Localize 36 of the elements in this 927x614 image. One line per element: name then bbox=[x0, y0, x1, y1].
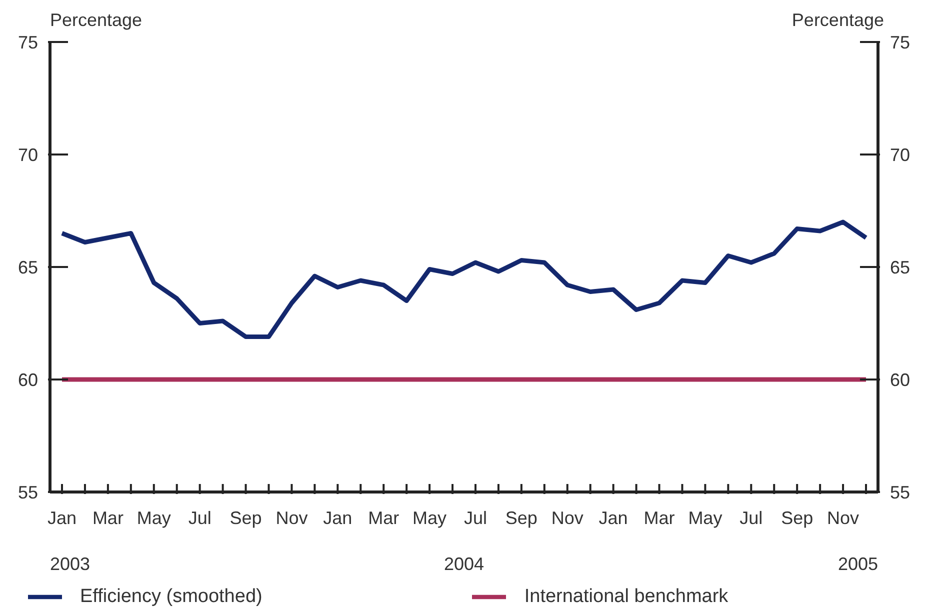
y2-axis-title: Percentage bbox=[792, 10, 884, 31]
x-tick-label: Jul bbox=[188, 508, 212, 528]
x-tick-label: May bbox=[136, 508, 171, 528]
y2-tick-label: 70 bbox=[890, 144, 910, 165]
x-tick-label: Sep bbox=[230, 508, 262, 528]
x-tick-label: Jul bbox=[464, 508, 487, 528]
y-axis-title: Percentage bbox=[50, 10, 142, 31]
y2-tick-label: 75 bbox=[890, 32, 910, 52]
y-tick-label: 55 bbox=[18, 482, 38, 502]
x-tick-label: Nov bbox=[276, 508, 308, 528]
x-tick-label: May bbox=[688, 508, 722, 528]
x-tick-label: Nov bbox=[551, 508, 584, 528]
y-tick-label: 65 bbox=[18, 257, 38, 278]
line-series bbox=[60, 220, 868, 339]
x-tick-label: Jan bbox=[598, 508, 628, 528]
y2-tick-label: 65 bbox=[890, 257, 910, 278]
x-tick-label: May bbox=[412, 508, 447, 528]
x-tick-label: Sep bbox=[505, 508, 538, 528]
y2-tick-label: 55 bbox=[890, 482, 910, 502]
text: 2003 bbox=[50, 554, 90, 575]
y2-tick-label: 60 bbox=[890, 370, 910, 390]
x-tick-label: Mar bbox=[92, 508, 124, 528]
x-tick-label: Nov bbox=[827, 508, 860, 528]
x-tick-label: Mar bbox=[644, 508, 675, 528]
x-tick-label: Mar bbox=[368, 508, 400, 528]
legend-label: International benchmark bbox=[524, 586, 728, 608]
y-tick-label: 60 bbox=[18, 370, 38, 390]
x-tick-label: Jan bbox=[323, 508, 352, 528]
x-tick-label: Jan bbox=[47, 508, 77, 528]
y-tick-label: 70 bbox=[18, 144, 38, 165]
x-tick-label: Jul bbox=[740, 508, 763, 528]
x-tick-label: Sep bbox=[781, 508, 814, 528]
legend-label: Efficiency (smoothed) bbox=[80, 586, 262, 608]
text: 2005 bbox=[838, 554, 878, 575]
text: 2004 bbox=[444, 554, 484, 575]
y-tick-label: 75 bbox=[18, 32, 38, 52]
